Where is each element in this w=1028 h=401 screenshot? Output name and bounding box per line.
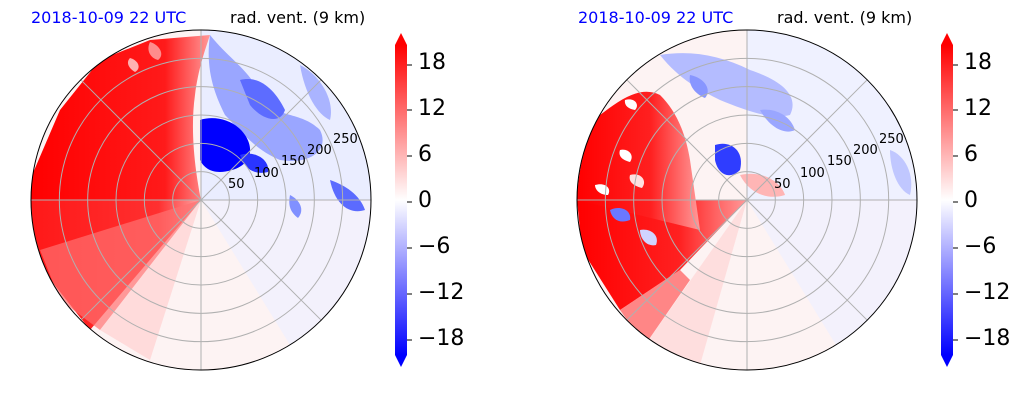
panel-1-title-left: 2018-10-09 22 UTC <box>31 8 187 27</box>
panel-1-rtick-200: 200 <box>307 143 332 158</box>
panel-1-cbar-label-m12: −12 <box>418 280 465 305</box>
panel-2-rtick-250: 250 <box>879 132 904 147</box>
panel-2-polar-field: 50 100 150 200 250 <box>576 29 918 371</box>
panel-1-cbar-label-0: 0 <box>418 188 432 213</box>
panel-2-cbar-label-m18: −18 <box>964 326 1011 351</box>
panel-2-rtick-50: 50 <box>774 177 791 192</box>
panel-2-cbar-label-18: 18 <box>964 50 992 75</box>
panel-2-grid <box>577 30 917 370</box>
panel-1-frame <box>30 29 372 371</box>
panel-1-title-right: rad. vent. (9 km) <box>230 8 366 27</box>
panel-1-polar-field: 50 100 150 200 250 <box>30 29 372 371</box>
panel-2-rtick-150: 150 <box>827 154 852 169</box>
panel-1-rtick-50: 50 <box>228 177 245 192</box>
panel-2-cbar-label-m12: −12 <box>964 280 1011 305</box>
panel-1-grid <box>31 30 371 370</box>
panel-1-radial-ticks: 50 100 150 200 250 <box>228 132 358 192</box>
panel-1-cbar-label-6: 6 <box>418 142 432 167</box>
panel-2-title-left: 2018-10-09 22 UTC <box>578 8 734 27</box>
panel-2-title-right: rad. vent. (9 km) <box>777 8 913 27</box>
panel-1-cbar-label-m6: −6 <box>418 234 451 259</box>
panel-2-colorbar <box>941 33 958 367</box>
panel-2-radial-ticks: 50 100 150 200 250 <box>774 132 904 192</box>
panel-1-rtick-150: 150 <box>281 154 306 169</box>
panel-2-rtick-200: 200 <box>853 143 878 158</box>
panel-2-rtick-100: 100 <box>800 166 825 181</box>
panel-2-cbar-label-6: 6 <box>964 142 978 167</box>
panel-1-cbar-label-12: 12 <box>418 96 446 121</box>
panel-1-rtick-100: 100 <box>254 166 279 181</box>
panel-2-cbar-label-12: 12 <box>964 96 992 121</box>
panel-1-cbar-label-18: 18 <box>418 50 446 75</box>
panel-2-frame <box>576 29 918 371</box>
panel-2-cbar-label-m6: −6 <box>964 234 997 259</box>
panel-1-cbar-label-m18: −18 <box>418 326 465 351</box>
panel-1-rtick-250: 250 <box>333 132 358 147</box>
panel-2-cbar-label-0: 0 <box>964 188 978 213</box>
panel-1-colorbar <box>395 33 412 367</box>
